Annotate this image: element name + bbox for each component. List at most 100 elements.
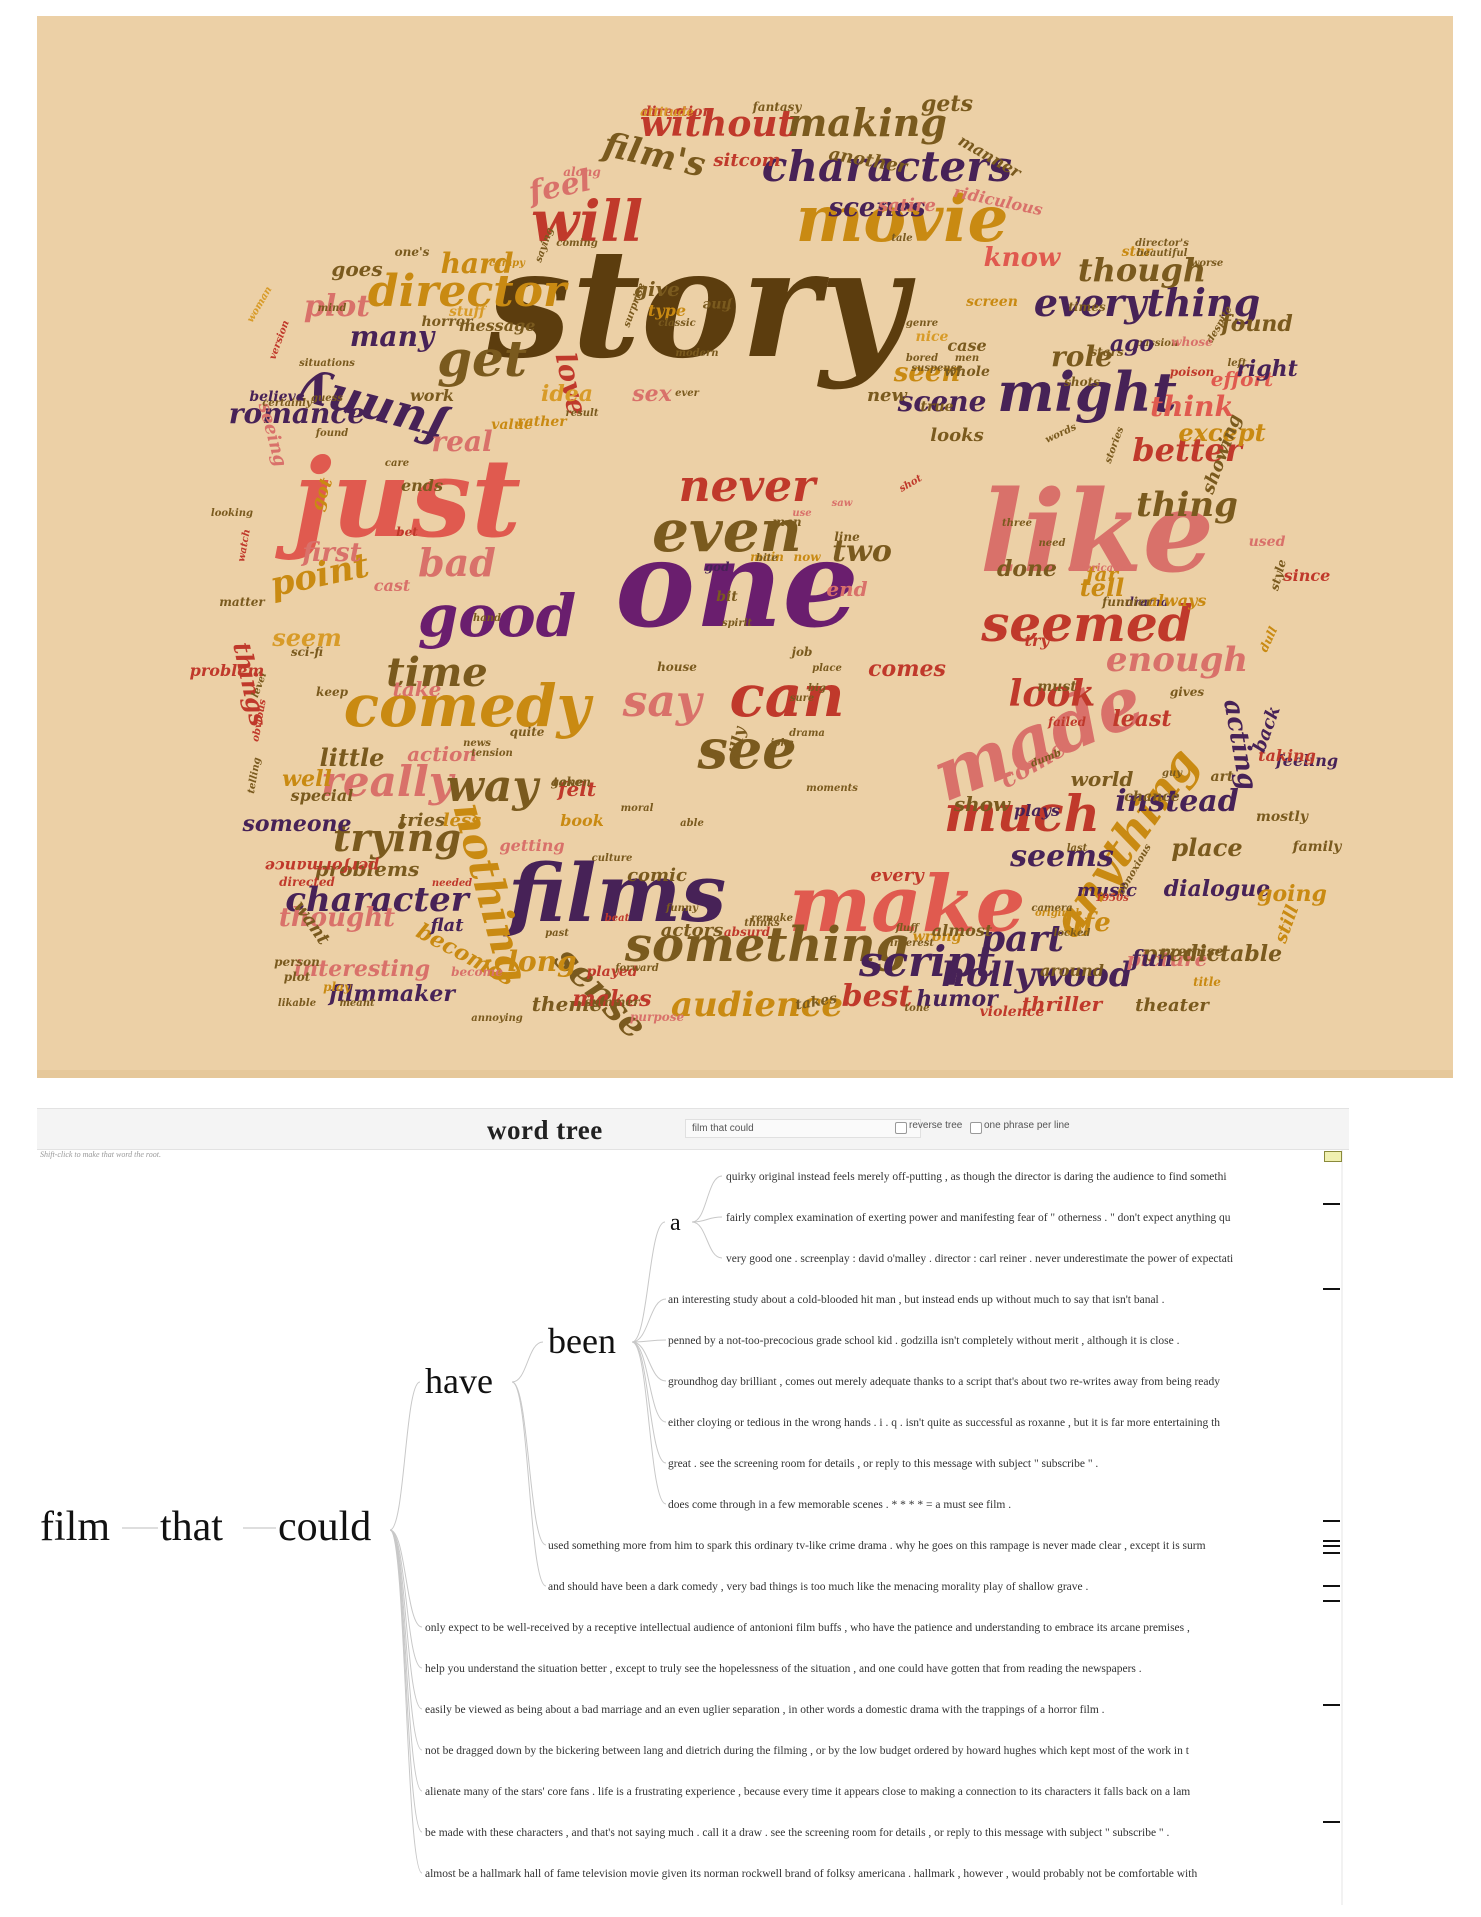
cloud-word: music xyxy=(1077,880,1137,901)
scrollbar-marker xyxy=(1323,1540,1340,1542)
cloud-word: along xyxy=(563,165,600,179)
link-have-phrase xyxy=(511,1381,547,1587)
cloud-word: worse xyxy=(1191,258,1224,269)
cloud-word: really xyxy=(321,757,456,806)
cloud-word: theme xyxy=(532,992,602,1016)
cloud-word: always xyxy=(1148,591,1207,610)
cloud-word: stories xyxy=(1103,425,1126,465)
cloud-word: forward xyxy=(614,963,659,974)
cloud-word: can xyxy=(729,662,844,730)
cloud-word: something xyxy=(624,917,909,973)
tree-phrase: easily be viewed as being about a bad ma… xyxy=(425,1704,1105,1716)
cloud-word: scenes xyxy=(827,193,925,223)
scrollbar-thumb[interactable] xyxy=(1324,1151,1342,1162)
could-phrases: only expect to be well-received by a rec… xyxy=(425,1622,1197,1880)
tree-phrase: either cloying or tedious in the wrong h… xyxy=(668,1417,1220,1429)
cloud-word: work xyxy=(410,386,454,405)
cloud-word: main xyxy=(750,550,784,564)
cloud-word: campy xyxy=(489,258,526,269)
cloud-word: predictable xyxy=(1142,941,1282,967)
cloud-word: man xyxy=(772,515,801,529)
reverse-tree-checkbox[interactable] xyxy=(895,1122,907,1134)
cloud-word: take xyxy=(393,677,442,701)
scrollbar-marker xyxy=(1323,1821,1340,1823)
cloud-word: needed xyxy=(432,878,472,889)
cloud-word: found xyxy=(315,428,349,439)
link-been-phrase xyxy=(631,1339,667,1343)
cloud-word: interesting xyxy=(294,956,430,982)
tree-node-been[interactable]: been xyxy=(548,1321,616,1361)
search-input[interactable]: film that could xyxy=(685,1119,921,1138)
cloud-word: never xyxy=(679,461,819,512)
cloud-word: likable xyxy=(278,998,316,1009)
cloud-word: say xyxy=(622,676,705,727)
cloud-word: get xyxy=(437,329,527,388)
cloud-word: coming xyxy=(556,238,597,249)
cloud-word: sure xyxy=(790,693,815,704)
cloud-word: ever xyxy=(675,388,700,399)
tree-node-a[interactable]: a xyxy=(670,1210,681,1236)
tree-root-word-could[interactable]: could xyxy=(278,1504,371,1550)
have-phrases: used something more from him to spark th… xyxy=(548,1540,1206,1593)
cloud-word: everything xyxy=(1034,280,1260,325)
cloud-word: bad xyxy=(418,540,496,585)
cloud-word: title xyxy=(1193,975,1221,989)
cloud-word: action xyxy=(407,742,477,766)
cloud-word: give xyxy=(634,277,680,301)
tree-node-have[interactable]: have xyxy=(425,1361,493,1401)
cloud-word: even xyxy=(652,497,802,565)
link-been-a xyxy=(631,1221,666,1343)
cloud-word: show xyxy=(953,792,1011,816)
cloud-word: characters xyxy=(762,142,1012,191)
cloud-word: actors xyxy=(661,920,724,941)
link-been-phrase xyxy=(631,1341,667,1464)
cloud-word: must xyxy=(1037,679,1077,695)
scrollbar-marker xyxy=(1323,1552,1340,1554)
cloud-word: thought xyxy=(279,903,395,933)
cloud-word: part xyxy=(980,918,1064,960)
cloud-word: absurd xyxy=(724,925,771,939)
cloud-word: hollywood xyxy=(941,955,1133,995)
cloud-word: moral xyxy=(621,803,654,814)
cloud-word: used xyxy=(1249,534,1286,550)
cloud-word: problem xyxy=(190,661,265,680)
tree-root-word-film[interactable]: film xyxy=(40,1504,110,1550)
tree-root-word-that[interactable]: that xyxy=(160,1504,223,1550)
link-been-phrase xyxy=(631,1341,667,1505)
a-phrases: quirky original instead feels merely off… xyxy=(726,1171,1233,1265)
cloud-word: seem xyxy=(271,623,341,652)
cloud-word: world xyxy=(1071,767,1134,791)
cloud-word: place xyxy=(812,663,842,674)
cloud-word: guy xyxy=(1162,768,1183,779)
one-phrase-checkbox[interactable] xyxy=(970,1122,982,1134)
cloud-word: films xyxy=(503,846,726,940)
cloud-word: tension xyxy=(471,748,513,759)
cloud-word: suspense xyxy=(911,363,962,374)
cloud-word: role xyxy=(1051,340,1113,373)
cloud-word: funnier xyxy=(1101,595,1154,609)
tree-phrase: an interesting study about a cold-bloode… xyxy=(668,1294,1165,1306)
word-tree-toolbar: word tree film that could reverse tree o… xyxy=(37,1108,1349,1150)
cloud-word: mind xyxy=(318,303,347,314)
cloud-word: bit xyxy=(716,589,738,605)
cloud-word: tell xyxy=(1080,573,1125,602)
cloud-word: gone xyxy=(551,775,584,789)
cloud-word: many xyxy=(350,320,436,353)
cloud-word: stars xyxy=(1090,345,1123,359)
cloud-word: passion xyxy=(1136,338,1178,349)
cloud-word: idea xyxy=(541,381,593,407)
tree-phrase: penned by a not-too-precocious grade sch… xyxy=(668,1335,1180,1347)
cloud-word: almost xyxy=(932,921,993,940)
cloud-word: bet xyxy=(396,525,418,539)
cloud-word: chance xyxy=(1124,789,1179,805)
cloud-word: use xyxy=(792,508,811,519)
cloud-word: since xyxy=(1283,566,1331,585)
cloud-word: better xyxy=(1132,431,1244,469)
cloud-word: case xyxy=(947,336,986,355)
cloud-word: whole xyxy=(944,364,990,380)
cloud-word: americans xyxy=(1068,563,1126,574)
cloud-word: funny xyxy=(665,903,699,914)
cloud-word: premise xyxy=(1161,944,1224,960)
cloud-word: thing xyxy=(1136,485,1238,525)
